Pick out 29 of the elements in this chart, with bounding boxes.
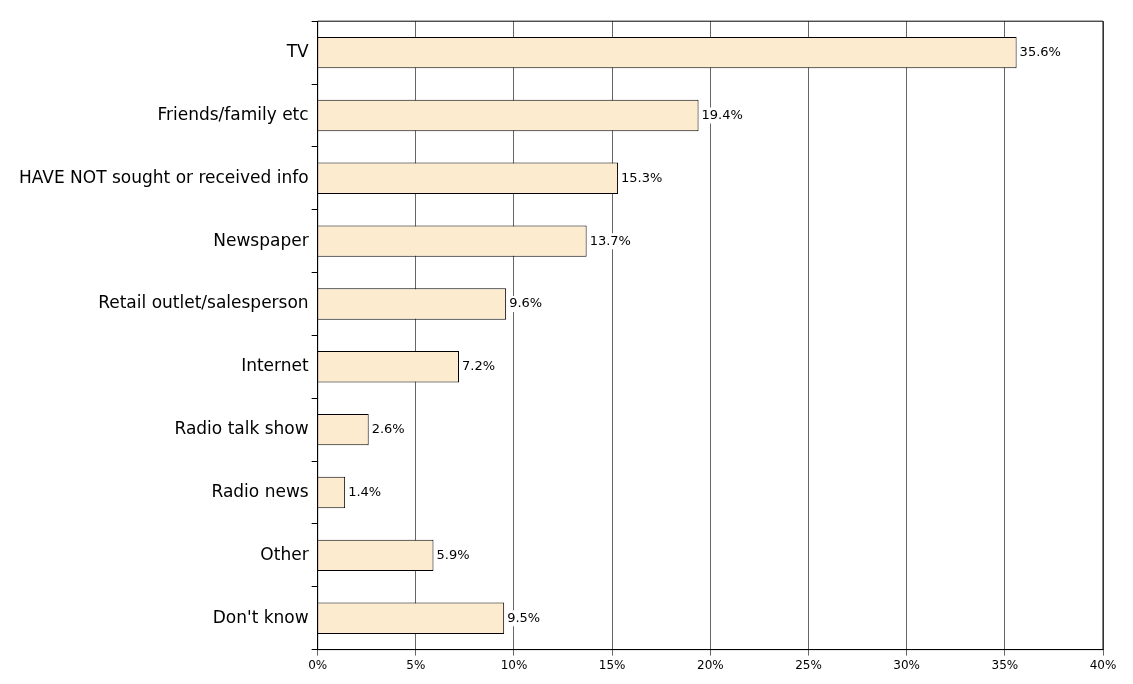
y-tick-label: Don't know xyxy=(212,606,309,627)
x-tick-label: 25% xyxy=(795,657,822,672)
data-label: 5.9% xyxy=(436,546,470,562)
y-tick-label: Retail outlet/salesperson xyxy=(98,292,309,313)
data-label: 35.6% xyxy=(1019,43,1061,59)
y-tick-label: Newspaper xyxy=(213,229,309,250)
y-tick-label: HAVE NOT sought or received info xyxy=(18,166,309,187)
y-tick-label: Radio talk show xyxy=(174,418,309,439)
y-tick-label: Other xyxy=(260,543,309,564)
data-label: 9.5% xyxy=(507,609,541,625)
data-label: 1.4% xyxy=(348,483,382,499)
x-tick-label: 0% xyxy=(308,657,328,672)
data-label: 2.6% xyxy=(371,421,405,437)
x-tick-label: 15% xyxy=(598,657,626,672)
y-tick-label: TV xyxy=(285,41,310,62)
x-tick-label: 10% xyxy=(500,657,528,672)
data-label: 13.7% xyxy=(589,232,631,248)
y-tick-label: Internet xyxy=(241,355,309,376)
y-tick-label: Radio news xyxy=(211,480,309,501)
data-label: 19.4% xyxy=(701,106,743,122)
x-tick-label: 40% xyxy=(1089,657,1117,672)
x-tick-label: 35% xyxy=(991,657,1019,672)
y-tick-label: Friends/family etc xyxy=(157,103,309,124)
data-label: 9.6% xyxy=(509,295,543,311)
x-tick-label: 20% xyxy=(696,657,724,672)
x-tick-label: 5% xyxy=(406,657,426,672)
data-label: 15.3% xyxy=(621,169,663,185)
data-label: 7.2% xyxy=(462,358,496,374)
x-tick-label: 30% xyxy=(893,657,920,672)
